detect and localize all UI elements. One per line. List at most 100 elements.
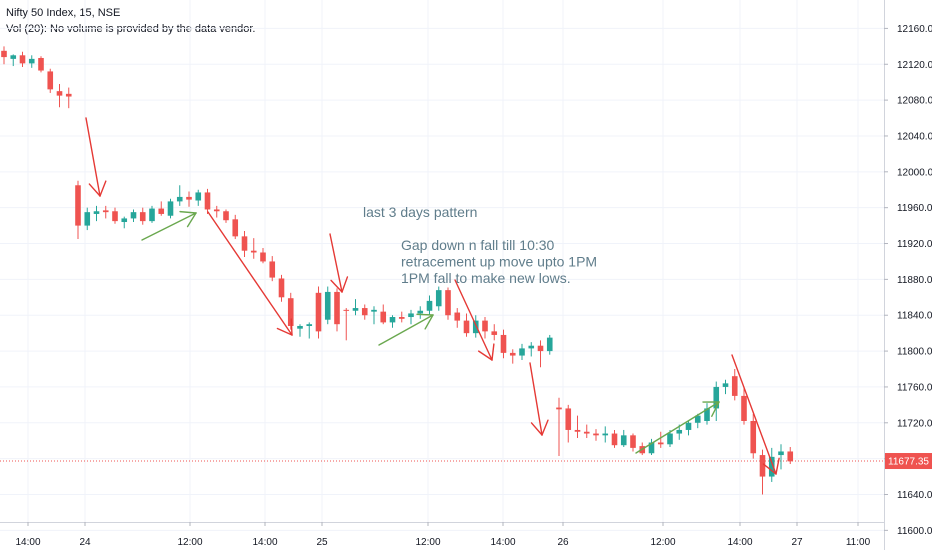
- candle-body: [130, 212, 137, 219]
- candle-body: [787, 451, 794, 462]
- candle: [195, 189, 202, 206]
- candle: [426, 295, 433, 316]
- candle: [315, 286, 322, 339]
- price-tick-label: 11720.00: [897, 418, 932, 429]
- candle-body: [398, 317, 405, 319]
- candle-body: [158, 208, 165, 214]
- candle-body: [84, 212, 91, 226]
- annotation-notes: last 3 days pattern Gap down n fall till …: [363, 204, 597, 286]
- candle-body: [167, 201, 174, 216]
- candle-body: [10, 55, 17, 59]
- candle: [241, 230, 248, 257]
- candle-body: [47, 71, 54, 90]
- candle: [491, 324, 498, 341]
- candle-body: [223, 211, 229, 221]
- annotation-line: Gap down n fall till 10:30: [401, 237, 555, 253]
- candle: [722, 379, 729, 395]
- candle: [500, 329, 507, 359]
- price-tick-label: 12080.00: [897, 96, 932, 107]
- candle: [149, 205, 155, 223]
- candle-body: [149, 208, 155, 222]
- candle: [167, 198, 174, 219]
- candle-body: [768, 456, 775, 477]
- candle-body: [593, 433, 599, 436]
- candle: [352, 299, 359, 316]
- red-arrow-icon: [207, 211, 293, 336]
- candle-body: [482, 320, 488, 332]
- candle-body: [112, 211, 118, 222]
- red-arrow-icon: [85, 117, 107, 197]
- annotation-line: 1PM fall to make new lows.: [401, 270, 571, 286]
- price-tick-label: 11920.00: [897, 239, 932, 250]
- price-tick-label: 11640.00: [897, 490, 932, 501]
- price-tick-label: 11880.00: [897, 275, 932, 286]
- candle: [713, 381, 720, 421]
- green-arrow-icon: [378, 313, 434, 346]
- candle-body: [204, 192, 211, 210]
- time-tick-label: 14:00: [15, 537, 40, 548]
- time-axis[interactable]: 14:00 24 12:00 14:00 25 12:00 14:00 26 12:00 14:0…: [0, 522, 884, 548]
- candle: [1, 46, 7, 65]
- candle-body: [139, 212, 146, 222]
- candle-body: [352, 308, 359, 311]
- candle: [704, 403, 710, 425]
- annotation-line: retracement up move upto 1PM: [401, 254, 597, 270]
- red-arrow-icon: [329, 233, 349, 293]
- candle-body: [213, 209, 220, 212]
- grid-lines: [0, 0, 884, 531]
- candle-body: [731, 376, 738, 396]
- candle-body: [241, 236, 248, 251]
- candle-body: [195, 192, 202, 201]
- candle: [778, 444, 784, 470]
- candle-body: [574, 429, 581, 432]
- candle: [463, 313, 470, 337]
- candle-body: [759, 455, 766, 477]
- time-tick-label: 25: [316, 537, 328, 548]
- candle: [556, 397, 562, 456]
- candle-body: [269, 261, 276, 278]
- candle-body: [713, 386, 720, 409]
- candle: [593, 429, 599, 441]
- candle: [186, 191, 192, 207]
- candle: [139, 207, 146, 225]
- candle-body: [343, 309, 350, 311]
- time-tick-label: 14:00: [490, 537, 515, 548]
- candle: [435, 286, 442, 311]
- candle-body: [722, 383, 729, 387]
- candle-body: [778, 451, 784, 456]
- candle-body: [741, 395, 747, 421]
- candle: [28, 55, 35, 68]
- candle: [408, 309, 414, 325]
- red-arrow-icon: [454, 279, 495, 361]
- candle-body: [408, 313, 414, 318]
- candle-body: [56, 91, 63, 96]
- candle: [417, 306, 424, 319]
- annotation-title: last 3 days pattern: [363, 204, 477, 220]
- red-arrow-icon: [731, 354, 780, 475]
- candle: [509, 349, 516, 364]
- price-tick-label: 11600.00: [897, 526, 932, 537]
- price-axis[interactable]: 12160.00 12120.00 12080.00 12040.00 12000.00…: [884, 0, 932, 550]
- candle-body: [250, 250, 257, 253]
- candle-body: [176, 196, 183, 202]
- price-tick-label: 11760.00: [897, 382, 932, 393]
- candle: [260, 248, 266, 264]
- candle-body: [324, 291, 331, 320]
- candle-body: [546, 337, 553, 352]
- candle-body: [361, 308, 368, 316]
- green-arrow-icon: [635, 401, 720, 454]
- time-tick-label: 11:00: [846, 537, 871, 548]
- candle: [287, 292, 294, 330]
- candle-body: [537, 345, 544, 352]
- candle: [454, 308, 461, 328]
- candle: [75, 180, 81, 240]
- candle: [389, 315, 396, 328]
- candle: [546, 334, 553, 355]
- candle-body: [417, 310, 424, 314]
- candle: [297, 324, 303, 337]
- candle: [38, 56, 44, 73]
- candle-body: [519, 348, 525, 356]
- time-tick-label: 24: [79, 537, 91, 548]
- candles-group: [1, 46, 794, 495]
